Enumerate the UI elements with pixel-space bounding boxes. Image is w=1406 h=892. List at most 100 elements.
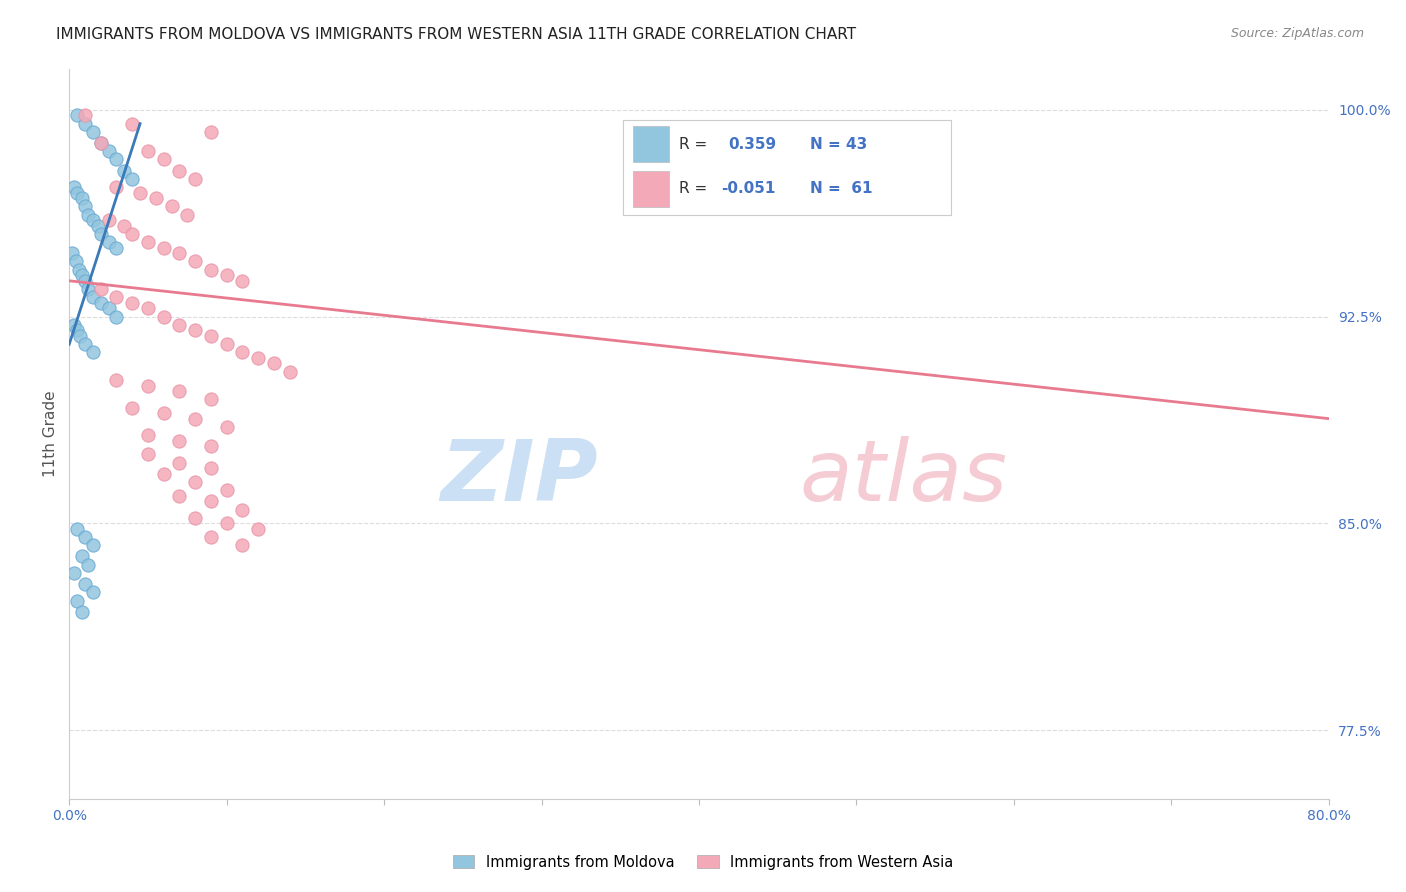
Point bbox=[152, 467, 174, 481]
Point bbox=[200, 125, 222, 139]
Point bbox=[73, 337, 96, 351]
Point bbox=[129, 186, 152, 200]
Point bbox=[105, 310, 128, 324]
Point bbox=[169, 384, 191, 398]
Point bbox=[215, 516, 238, 531]
Text: ZIP: ZIP bbox=[440, 436, 598, 519]
Point bbox=[105, 241, 128, 255]
Point bbox=[77, 558, 100, 572]
Point bbox=[70, 605, 93, 619]
Point bbox=[231, 502, 253, 516]
Point bbox=[215, 420, 238, 434]
Point bbox=[86, 219, 108, 233]
Point bbox=[66, 108, 89, 122]
Point bbox=[136, 145, 159, 159]
Point bbox=[247, 522, 270, 536]
Point bbox=[215, 268, 238, 283]
Point bbox=[152, 153, 174, 167]
Point bbox=[169, 163, 191, 178]
Point bbox=[97, 235, 120, 250]
Point bbox=[105, 180, 128, 194]
Point bbox=[66, 522, 89, 536]
Point bbox=[90, 136, 112, 150]
Point bbox=[97, 213, 120, 227]
Point bbox=[136, 447, 159, 461]
Point bbox=[152, 310, 174, 324]
Text: IMMIGRANTS FROM MOLDOVA VS IMMIGRANTS FROM WESTERN ASIA 11TH GRADE CORRELATION C: IMMIGRANTS FROM MOLDOVA VS IMMIGRANTS FR… bbox=[56, 27, 856, 42]
Point bbox=[169, 456, 191, 470]
Point bbox=[73, 274, 96, 288]
Point bbox=[82, 585, 104, 599]
Point bbox=[247, 351, 270, 365]
Point bbox=[112, 163, 135, 178]
Point bbox=[152, 406, 174, 420]
Point bbox=[69, 329, 91, 343]
Point bbox=[160, 199, 183, 213]
Point bbox=[200, 392, 222, 407]
Point bbox=[152, 241, 174, 255]
Point bbox=[200, 530, 222, 544]
Point bbox=[90, 227, 112, 241]
Point bbox=[82, 538, 104, 552]
Point bbox=[82, 345, 104, 359]
Point bbox=[184, 511, 207, 525]
Point bbox=[121, 296, 143, 310]
Point bbox=[169, 246, 191, 260]
Point bbox=[73, 530, 96, 544]
Point bbox=[70, 268, 93, 283]
Point bbox=[82, 213, 104, 227]
Point bbox=[215, 483, 238, 498]
Point bbox=[121, 401, 143, 415]
Point bbox=[231, 274, 253, 288]
Point bbox=[200, 439, 222, 453]
Point bbox=[184, 411, 207, 425]
Point bbox=[66, 186, 89, 200]
Point bbox=[121, 227, 143, 241]
Point bbox=[73, 199, 96, 213]
Point bbox=[67, 262, 90, 277]
Point bbox=[105, 290, 128, 304]
Point bbox=[184, 323, 207, 337]
Point bbox=[63, 566, 86, 580]
Point bbox=[263, 357, 285, 371]
Point bbox=[90, 296, 112, 310]
Point bbox=[112, 219, 135, 233]
Point bbox=[70, 191, 93, 205]
Point bbox=[200, 329, 222, 343]
Legend: Immigrants from Moldova, Immigrants from Western Asia: Immigrants from Moldova, Immigrants from… bbox=[447, 849, 959, 876]
Point bbox=[184, 254, 207, 268]
Point bbox=[136, 428, 159, 442]
Point bbox=[200, 262, 222, 277]
Point bbox=[90, 136, 112, 150]
Point bbox=[63, 318, 86, 332]
Point bbox=[176, 208, 198, 222]
Point bbox=[63, 180, 86, 194]
Point bbox=[97, 301, 120, 316]
Point bbox=[66, 593, 89, 607]
Point bbox=[184, 171, 207, 186]
Point bbox=[70, 549, 93, 564]
Point bbox=[121, 117, 143, 131]
Point bbox=[82, 125, 104, 139]
Point bbox=[184, 475, 207, 489]
Point bbox=[73, 108, 96, 122]
Point bbox=[66, 323, 89, 337]
Point bbox=[105, 373, 128, 387]
Point bbox=[145, 191, 167, 205]
Point bbox=[136, 378, 159, 392]
Point bbox=[200, 461, 222, 475]
Point bbox=[77, 282, 100, 296]
Point bbox=[169, 318, 191, 332]
Point bbox=[169, 434, 191, 448]
Point bbox=[105, 153, 128, 167]
Point bbox=[136, 235, 159, 250]
Point bbox=[60, 246, 83, 260]
Y-axis label: 11th Grade: 11th Grade bbox=[44, 391, 58, 477]
Point bbox=[121, 171, 143, 186]
Text: atlas: atlas bbox=[800, 436, 1008, 519]
Point bbox=[136, 301, 159, 316]
Point bbox=[77, 208, 100, 222]
Point bbox=[73, 117, 96, 131]
Point bbox=[82, 290, 104, 304]
Point bbox=[215, 337, 238, 351]
